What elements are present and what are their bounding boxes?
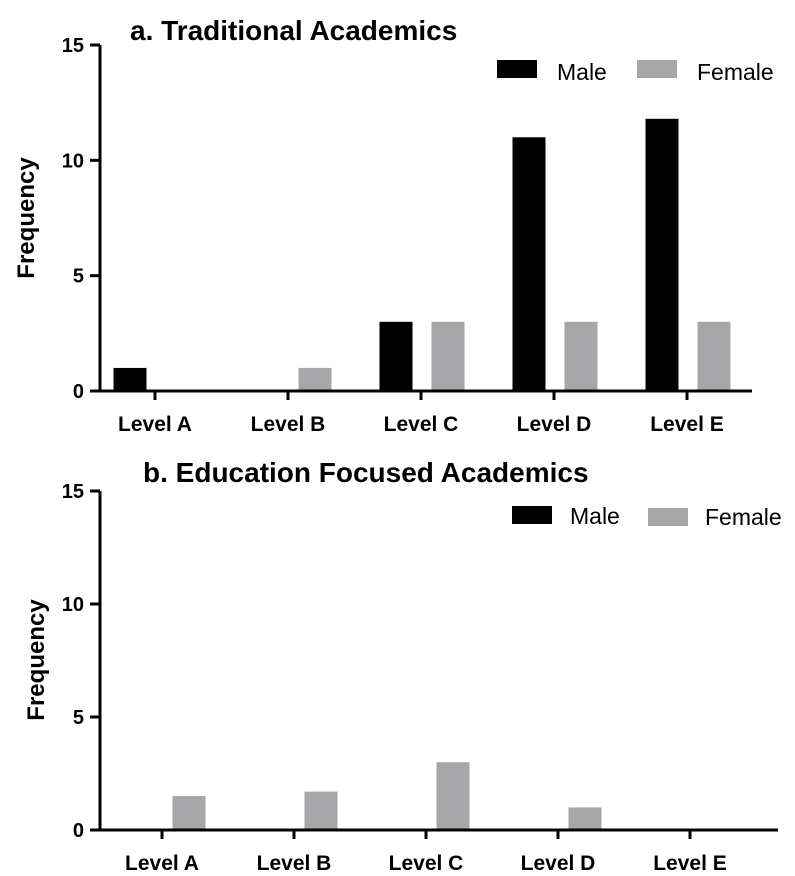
x-tick-label: Level D — [521, 852, 596, 875]
bar-female-level-a — [172, 796, 206, 830]
legend-label-female: Female — [705, 504, 782, 530]
bar-female-level-c — [436, 762, 470, 830]
x-tick-label: Level D — [517, 413, 592, 436]
x-tick-label: Level E — [650, 413, 724, 436]
x-tick-label: Level A — [118, 413, 192, 436]
chart-title: b. Education Focused Academics — [143, 457, 589, 488]
y-tick-label: 10 — [62, 150, 84, 172]
x-tick-label: Level E — [653, 852, 727, 875]
y-tick-label: 0 — [73, 381, 84, 403]
legend-swatch-female — [637, 60, 677, 78]
bar-female-level-d — [564, 321, 598, 391]
y-tick-label: 15 — [62, 35, 84, 57]
legend-label-male: Male — [557, 59, 607, 85]
bar-female-level-d — [568, 807, 602, 830]
bar-female-level-c — [431, 321, 465, 391]
chart-title: a. Traditional Academics — [130, 15, 457, 46]
bar-male-level-e — [645, 118, 679, 392]
y-axis-label: Frequency — [13, 157, 40, 279]
y-axis-label: Frequency — [23, 599, 50, 721]
bar-female-level-b — [304, 791, 338, 830]
x-tick-label: Level A — [125, 852, 199, 875]
y-tick-label: 15 — [62, 481, 84, 503]
legend-swatch-female — [648, 508, 688, 526]
bar-female-level-b — [298, 367, 332, 391]
bar-male-level-c — [379, 321, 413, 391]
legend-label-male: Male — [570, 503, 620, 529]
x-tick-label: Level B — [257, 852, 332, 875]
y-tick-label: 10 — [62, 594, 84, 616]
y-tick-label: 5 — [73, 707, 84, 729]
y-tick-label: 5 — [73, 266, 84, 288]
chart-panel-b: b. Education Focused Academics Frequency L… — [23, 457, 782, 875]
bar-male-level-a — [113, 367, 147, 391]
x-tick-label: Level C — [389, 852, 464, 875]
legend-swatch-male — [497, 60, 537, 78]
legend-swatch-male — [512, 506, 552, 524]
x-tick-label: Level C — [384, 413, 459, 436]
chart-panel-a: a. Traditional Academics Frequency Level A… — [13, 15, 774, 436]
x-tick-label: Level B — [251, 413, 326, 436]
bar-female-level-e — [697, 321, 731, 391]
bar-male-level-d — [512, 137, 546, 391]
legend-label-female: Female — [697, 59, 774, 85]
y-tick-label: 0 — [73, 820, 84, 842]
